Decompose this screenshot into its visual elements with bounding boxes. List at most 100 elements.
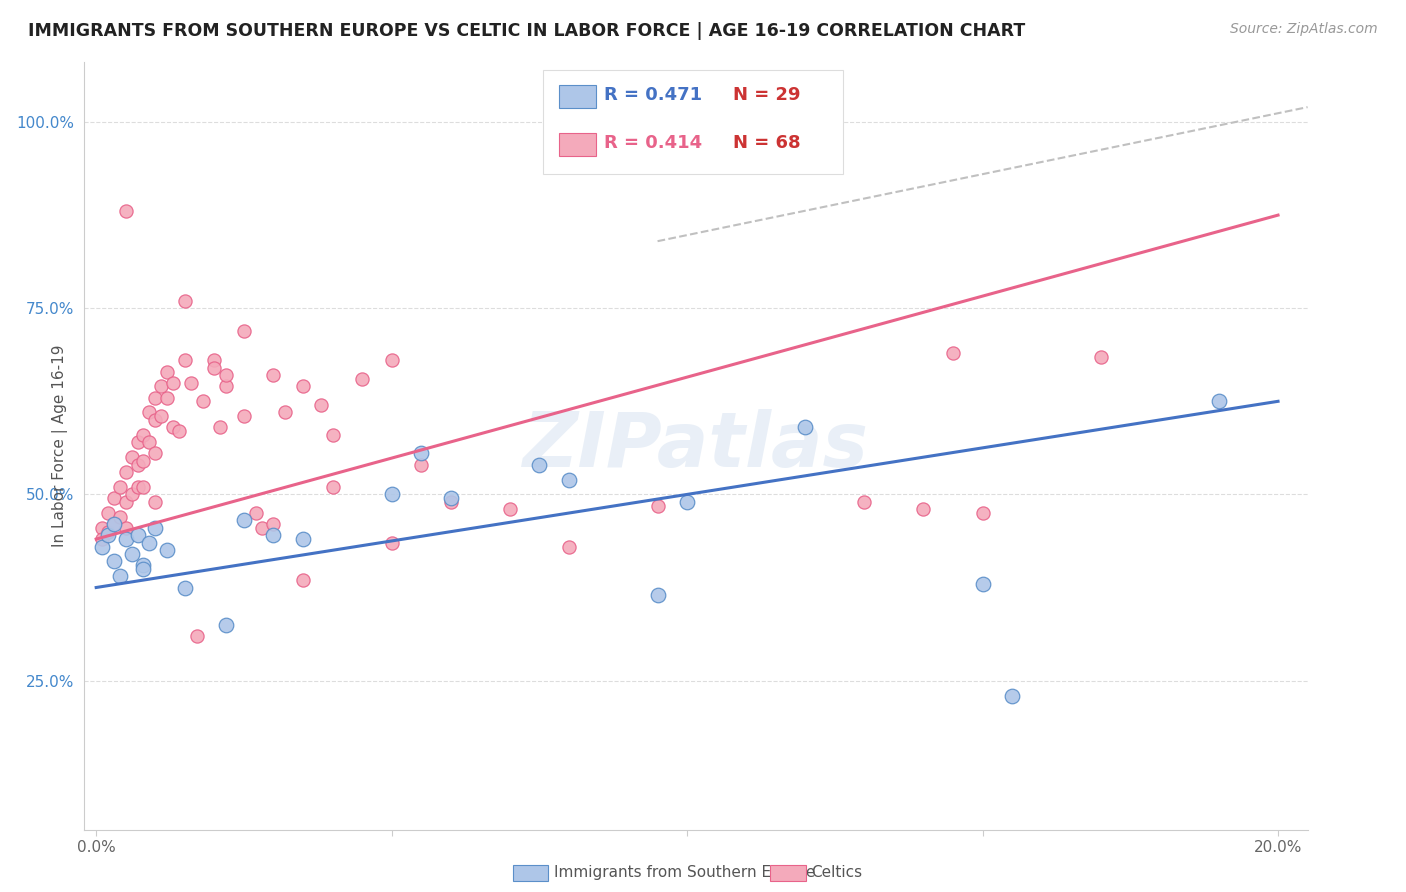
Point (558, 473, 581, 487)
Point (121, 450, 143, 465)
Point (127, 435, 149, 450)
Text: Immigrants from Southern Europe: Immigrants from Southern Europe (554, 865, 815, 880)
Y-axis label: In Labor Force | Age 16-19: In Labor Force | Age 16-19 (52, 344, 67, 548)
Point (411, 446, 433, 460)
Text: IMMIGRANTS FROM SOUTHERN EUROPE VS CELTIC IN LABOR FORCE | AGE 16-19 CORRELATION: IMMIGRANTS FROM SOUTHERN EUROPE VS CELTI… (28, 22, 1025, 40)
Point (209, 420, 232, 434)
Point (108, 509, 131, 524)
Point (138, 536, 160, 550)
Point (114, 521, 136, 535)
Text: ZIPatlas: ZIPatlas (523, 409, 869, 483)
Point (853, 495, 876, 509)
Point (647, 499, 669, 513)
Point (912, 502, 935, 516)
Point (794, 420, 817, 434)
Point (411, 458, 433, 472)
Text: R = 0.471: R = 0.471 (605, 87, 703, 104)
Bar (543, 70, 842, 174)
Point (167, 424, 190, 438)
Point (156, 543, 179, 558)
Point (215, 617, 238, 632)
Point (202, 353, 225, 368)
Point (103, 517, 125, 532)
Point (143, 413, 166, 427)
Point (91, 532, 114, 546)
Point (103, 554, 125, 568)
Point (127, 528, 149, 542)
Point (180, 376, 202, 390)
Point (127, 458, 149, 472)
Point (138, 435, 160, 450)
Point (250, 521, 273, 535)
Point (156, 365, 179, 379)
Point (121, 487, 143, 501)
Point (381, 536, 404, 550)
Point (138, 405, 160, 419)
Text: N = 29: N = 29 (733, 87, 800, 104)
Point (132, 454, 155, 468)
Point (1208, 394, 1230, 409)
Point (292, 379, 315, 393)
Point (381, 353, 404, 368)
Point (162, 420, 184, 434)
Point (262, 368, 284, 383)
Point (309, 398, 332, 412)
Point (173, 581, 195, 595)
Point (143, 446, 166, 460)
Point (162, 376, 184, 390)
Point (114, 465, 136, 479)
Point (499, 502, 522, 516)
Text: Celtics: Celtics (811, 865, 862, 880)
Point (132, 427, 155, 442)
Point (114, 495, 136, 509)
Point (114, 204, 136, 219)
Point (322, 480, 344, 494)
Point (173, 353, 195, 368)
Point (262, 528, 284, 542)
Point (91, 540, 114, 554)
Point (173, 293, 195, 308)
Point (150, 379, 173, 393)
Point (1090, 350, 1112, 364)
Point (232, 324, 254, 338)
Point (156, 391, 179, 405)
Point (1001, 689, 1024, 703)
Text: Source: ZipAtlas.com: Source: ZipAtlas.com (1230, 22, 1378, 37)
Point (942, 346, 965, 360)
Point (215, 379, 238, 393)
Point (558, 540, 581, 554)
Point (647, 588, 669, 602)
Text: R = 0.414: R = 0.414 (605, 134, 703, 152)
Point (676, 495, 699, 509)
Point (97, 506, 120, 520)
Point (132, 562, 155, 576)
Point (150, 409, 173, 424)
Point (262, 517, 284, 532)
Point (322, 427, 344, 442)
Bar (560, 86, 596, 109)
Point (143, 495, 166, 509)
Point (132, 480, 155, 494)
Point (972, 506, 994, 520)
Point (440, 491, 463, 505)
Point (972, 576, 994, 591)
Point (114, 532, 136, 546)
Point (202, 360, 225, 375)
Point (97, 524, 120, 539)
Point (215, 368, 238, 383)
Point (121, 547, 143, 561)
Point (127, 480, 149, 494)
Point (352, 372, 374, 386)
Text: N = 68: N = 68 (733, 134, 800, 152)
Point (245, 506, 267, 520)
Point (232, 409, 254, 424)
Point (103, 491, 125, 505)
Bar (560, 133, 596, 156)
Point (108, 480, 131, 494)
Point (292, 532, 315, 546)
Point (191, 394, 214, 409)
Point (186, 629, 208, 643)
Point (91, 521, 114, 535)
Point (132, 558, 155, 573)
Point (529, 458, 551, 472)
